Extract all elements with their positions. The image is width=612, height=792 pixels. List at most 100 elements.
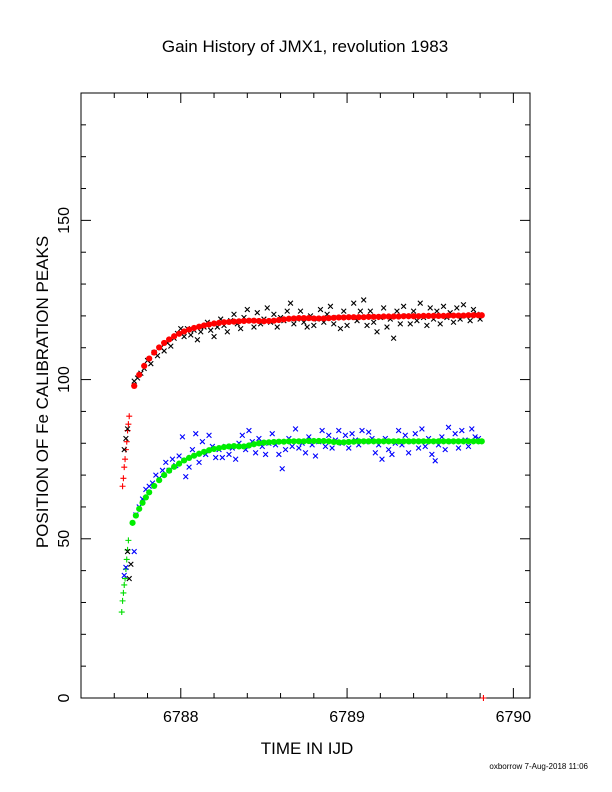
data-point-x [187,332,194,338]
data-point-dot [380,313,387,320]
data-point-dot [146,489,153,496]
series-5 [121,548,138,579]
data-point-dot [390,438,397,445]
data-point-x [126,575,133,582]
data-point-x [254,309,261,316]
data-point-dot [156,344,163,351]
data-point-dot [255,440,263,447]
data-point-x [124,426,131,432]
data-point-x [237,325,244,332]
data-point-dot [235,318,243,325]
series-6 [121,426,131,453]
data-point-dot [370,313,377,320]
data-point-dot [151,349,158,356]
data-point-dot [250,441,258,448]
series-0 [131,297,483,384]
data-point-x [123,564,129,571]
data-point-dot [142,494,149,501]
data-point-dot [478,312,485,319]
data-point-dot [285,438,292,445]
data-point-x [407,321,414,327]
data-point-x [284,308,290,314]
data-point-dot [156,477,163,484]
data-point-x [287,300,294,306]
data-point-x [168,343,174,349]
data-point-x [442,446,448,453]
data-point-x [319,427,325,434]
data-point-dot [340,314,347,321]
data-point-x [365,429,372,435]
data-point-x [340,308,347,314]
data-point-x [380,305,387,311]
data-point-x [246,427,252,434]
data-point-dot [430,312,437,319]
data-point-dot [310,315,317,322]
data-point-dot [240,443,248,450]
data-point-x [384,324,390,330]
data-point-dot [305,315,312,322]
data-point-x [350,300,357,306]
data-point-dot [280,438,287,445]
data-point-x [124,548,131,555]
data-point-x [412,430,419,437]
data-point-dot [290,438,297,445]
data-point-x [276,451,282,458]
data-point-dot [470,438,477,445]
data-point-x [297,308,304,314]
data-point-x [244,306,251,313]
data-point-dot [410,313,417,320]
y-tick-label: 0 [56,693,73,702]
data-point-dot [300,438,307,445]
data-point-plus [118,609,125,616]
data-point-dot [390,313,397,320]
data-point-x [397,321,404,327]
data-point-dot [300,315,307,322]
data-point-dot [415,438,422,445]
data-point-dot [445,438,452,445]
data-point-x [329,445,335,451]
data-point-dot [215,444,223,452]
data-point-x [364,322,370,329]
data-point-dot [335,439,342,446]
data-point-x [455,445,462,451]
data-point-x [192,430,199,437]
data-point-x [169,456,176,462]
data-point-dot [146,355,153,362]
data-point-x [410,308,417,314]
data-point-x [357,308,364,314]
data-point-dot [460,312,467,319]
data-point-x [335,427,342,434]
data-point-dot [195,450,203,457]
data-point-dot [139,499,146,506]
data-point-plus [480,695,487,701]
data-point-x [460,301,467,308]
data-point-x [121,572,128,579]
data-point-x [402,432,409,439]
data-point-dot [181,328,188,335]
data-point-dot [465,312,472,319]
data-point-dot [176,330,183,337]
data-point-x [296,445,302,451]
data-point-x [179,434,186,440]
data-point-dot [478,438,485,445]
data-point-dot [176,460,183,467]
data-point-x [394,308,400,314]
data-point-x [232,456,239,462]
data-point-dot [320,315,327,322]
data-point-x [327,303,334,310]
data-point-x [311,322,317,329]
axis-tick-labels: 6788 6789 6790 0 50 100 150 [56,207,531,726]
data-point-x [262,451,269,458]
data-point-dot [330,438,337,446]
data-point-x [415,445,422,451]
data-point-x [206,432,212,439]
data-point-plus [125,537,132,544]
data-point-dot [430,438,437,445]
data-point-x [440,303,447,310]
data-point-x [465,443,472,450]
data-point-x [211,333,217,340]
data-point-x [182,473,189,480]
data-point-dot [225,318,233,326]
data-point-dot [260,439,268,446]
data-point-x [337,325,344,332]
